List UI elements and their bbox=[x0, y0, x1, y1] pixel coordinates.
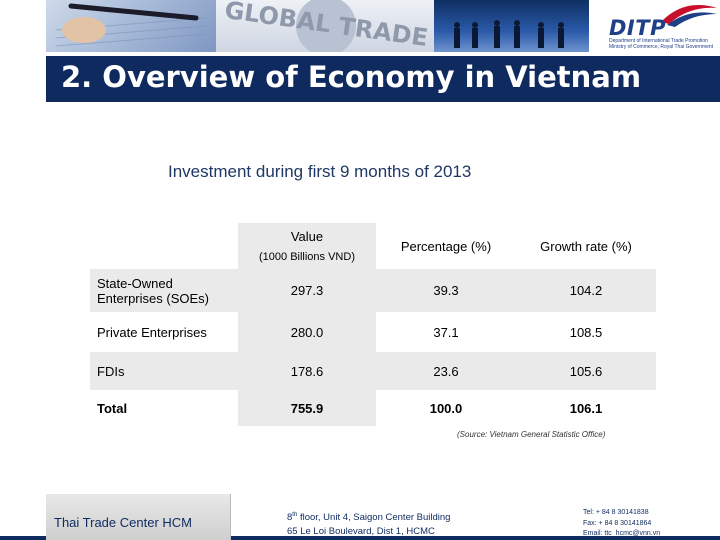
cell-percentage: 37.1 bbox=[433, 324, 459, 340]
footer-contact: Tel: + 84 8 30141838 Fax: + 84 8 3014186… bbox=[583, 508, 660, 540]
row-label: Total bbox=[97, 400, 128, 416]
footer-address-rest: floor, Unit 4, Saigon Center Building bbox=[297, 512, 451, 524]
cell-value: 280.0 bbox=[238, 312, 376, 352]
cell-growth: 104.2 bbox=[516, 269, 656, 312]
investment-table: Value (1000 Billions VND) Percentage (%)… bbox=[90, 223, 656, 426]
footer-address-floor: 8 bbox=[287, 512, 293, 524]
header-banner: GLOBAL TRADE DITP Department of Internat… bbox=[46, 0, 720, 52]
footer-office-name: Thai Trade Center HCM bbox=[54, 515, 192, 530]
row-label: Private Enterprises bbox=[97, 324, 207, 340]
cell-growth: 105.6 bbox=[516, 352, 656, 390]
logo-subtitle-line-2: Ministry of Commerce, Royal Thai Governm… bbox=[609, 43, 714, 50]
header-value-unit: (1000 Billions VND) bbox=[259, 251, 355, 263]
logo-subtitle: Department of International Trade Promot… bbox=[609, 38, 719, 50]
global-trade-image: GLOBAL TRADE bbox=[216, 0, 434, 52]
title-bar: 2. Overview of Economy in Vietnam bbox=[46, 56, 720, 102]
logo-subtitle-line-1: Department of International Trade Promot… bbox=[609, 38, 708, 44]
ditp-logo: DITP Department of International Trade P… bbox=[589, 0, 720, 52]
footer-address: 8th floor, Unit 4, Saigon Center Buildin… bbox=[287, 508, 450, 539]
footer-address-line-1: 8th floor, Unit 4, Saigon Center Buildin… bbox=[287, 508, 450, 525]
cell-growth: 106.1 bbox=[569, 400, 603, 416]
footer-address-line-2: 65 Le Loi Boulevard, Dist 1, HCMC bbox=[287, 526, 435, 538]
header-value-label: Value bbox=[290, 229, 324, 244]
row-label: FDIs bbox=[90, 352, 238, 390]
page-title: 2. Overview of Economy in Vietnam bbox=[61, 60, 642, 94]
table-row-total: Total 755.9 100.0 106.1 bbox=[90, 390, 656, 426]
cell-value: 297.3 bbox=[238, 269, 376, 312]
source-note: (Source: Vietnam General Statistic Offic… bbox=[457, 430, 606, 439]
footer-tel: Tel: + 84 8 30141838 bbox=[583, 509, 649, 516]
footer-bar bbox=[0, 536, 720, 540]
logo-text: DITP bbox=[609, 16, 666, 40]
table-subtitle: Investment during first 9 months of 2013 bbox=[168, 162, 472, 181]
header-blank bbox=[90, 223, 238, 269]
footer-address-floor-suffix: th bbox=[292, 512, 298, 518]
footer-email[interactable]: Email: ttc_hcmc@vnn.vn bbox=[583, 530, 661, 537]
cell-percentage: 23.6 bbox=[376, 352, 516, 390]
cell-growth: 108.5 bbox=[569, 324, 603, 340]
table-row: State-Owned Enterprises (SOEs) 297.3 39.… bbox=[90, 269, 656, 312]
header-value: Value (1000 Billions VND) bbox=[238, 223, 376, 269]
footer-fax: Fax: + 84 8 30141864 bbox=[583, 519, 652, 527]
header-growth: Growth rate (%) bbox=[540, 238, 632, 254]
footer-office-box: Thai Trade Center HCM bbox=[46, 494, 231, 540]
table-row: FDIs 178.6 23.6 105.6 bbox=[90, 352, 656, 390]
cell-percentage: 100.0 bbox=[429, 400, 463, 416]
cell-value: 178.6 bbox=[238, 352, 376, 390]
cell-value: 755.9 bbox=[238, 390, 376, 426]
row-label: State-Owned Enterprises (SOEs) bbox=[90, 269, 238, 312]
header-percentage: Percentage (%) bbox=[400, 238, 492, 254]
table-header-row: Value (1000 Billions VND) Percentage (%)… bbox=[90, 223, 656, 269]
business-people-image bbox=[434, 0, 589, 52]
pen-on-paper-image bbox=[46, 0, 216, 52]
cell-percentage: 39.3 bbox=[376, 269, 516, 312]
table-row: Private Enterprises 280.0 37.1 108.5 bbox=[90, 312, 656, 352]
